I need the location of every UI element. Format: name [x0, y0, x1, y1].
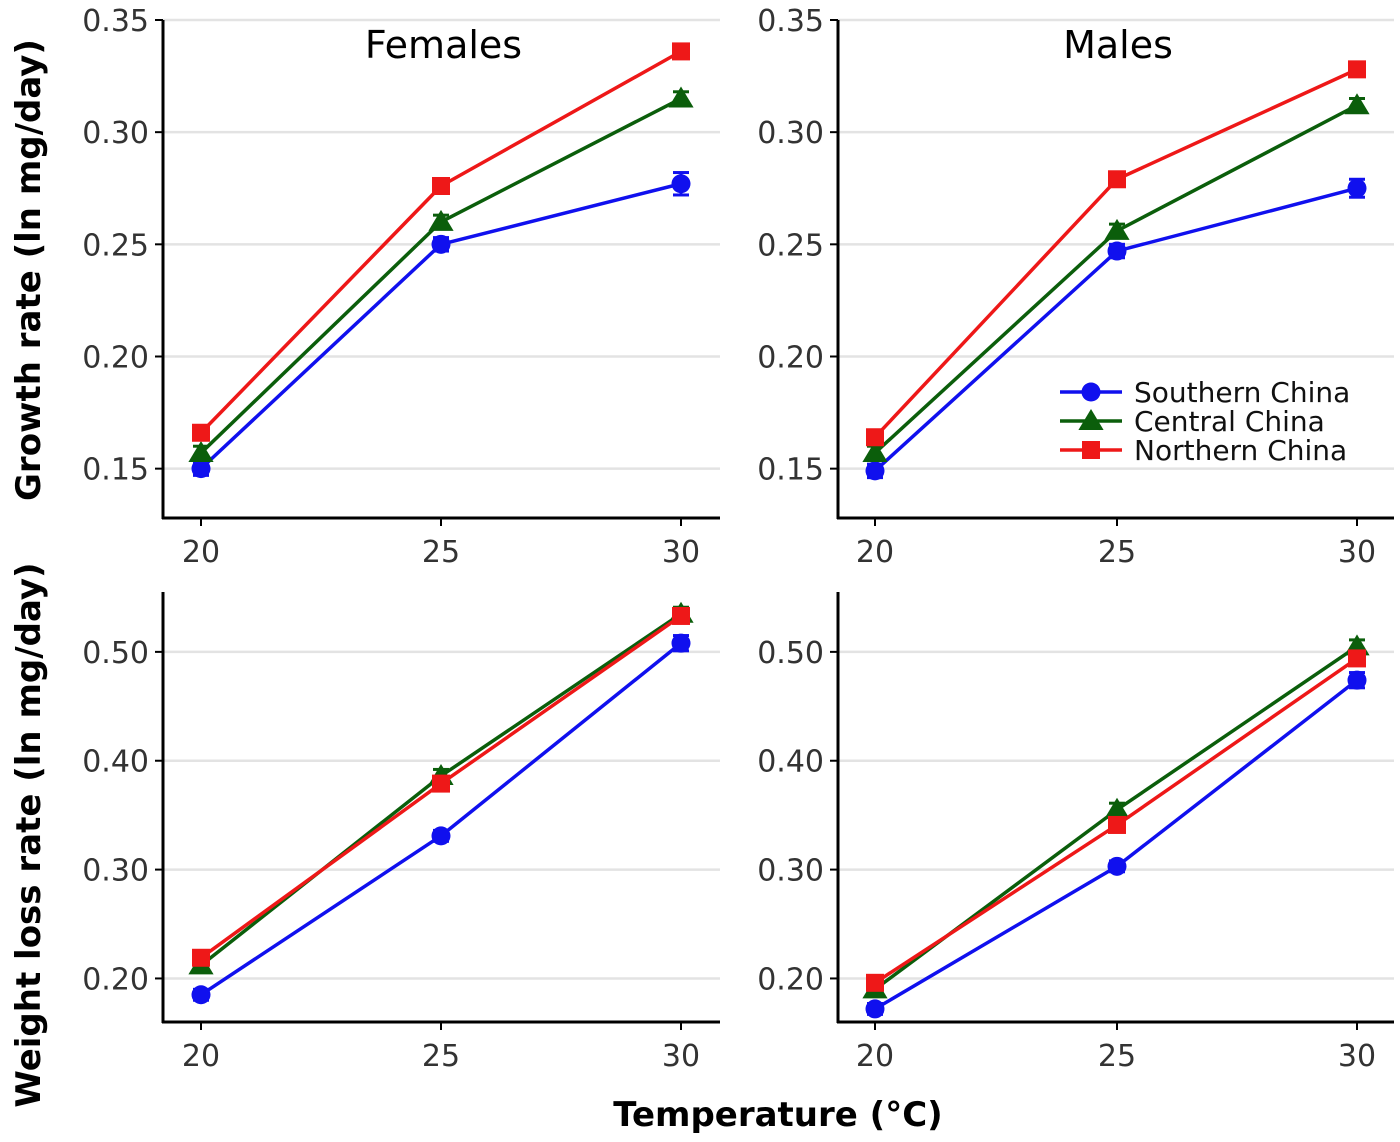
- y-tick-label: 0.35: [82, 4, 149, 39]
- y-axis-title-top: Growth rate (ln mg/day): [9, 39, 49, 501]
- data-point: [668, 86, 694, 108]
- y-tick-label: 0.20: [82, 962, 149, 997]
- series-southern-china: [865, 177, 1367, 481]
- y-tick-label: 0.30: [757, 854, 824, 889]
- data-point: [671, 174, 691, 194]
- series-northern-china: [866, 60, 1366, 447]
- y-tick-label: 0.40: [82, 745, 149, 780]
- data-point: [672, 606, 690, 625]
- panels-layer: 0.15 0.20 0.25 0.30 0.35 20 25 30 Females 0.15 0.2…: [82, 4, 1394, 1074]
- data-point: [866, 428, 884, 447]
- legend-item: Central China: [1060, 405, 1325, 438]
- y-tick-label: 0.20: [757, 340, 824, 375]
- x-tick-label: 25: [422, 535, 460, 570]
- y-tick-label: 0.30: [82, 116, 149, 151]
- panel-weightloss-females: 0.20 0.30 0.40 0.50 20 25 30: [82, 592, 720, 1074]
- data-point: [865, 461, 885, 481]
- panel-title: Females: [365, 23, 522, 67]
- y-tick-label: 0.50: [757, 636, 824, 671]
- series-southern-china: [865, 670, 1367, 1019]
- x-tick-label: 30: [662, 1039, 700, 1074]
- series-southern-china: [191, 171, 691, 479]
- x-tick-label: 30: [1338, 1039, 1376, 1074]
- x-tick-label: 20: [856, 535, 894, 570]
- panel-title: Males: [1063, 23, 1173, 67]
- data-point: [1108, 815, 1126, 834]
- data-point: [1107, 241, 1127, 261]
- y-tick-label: 0.15: [757, 453, 824, 488]
- data-point: [192, 948, 210, 967]
- y-tick-label: 0.35: [757, 4, 824, 39]
- panel-growth-males: 0.15 0.20 0.25 0.30 0.35 20 25 30 Males: [757, 4, 1394, 570]
- x-tick-label: 30: [662, 535, 700, 570]
- data-point: [1347, 670, 1367, 690]
- series-southern-china: [191, 633, 691, 1005]
- series-northern-china: [866, 649, 1366, 992]
- data-point: [1107, 856, 1127, 876]
- data-point: [865, 999, 885, 1019]
- y-tick-label: 0.30: [757, 116, 824, 151]
- data-point: [1347, 178, 1367, 198]
- data-point: [1104, 218, 1130, 240]
- series-central-china: [862, 93, 1370, 462]
- y-tick-label: 0.25: [757, 228, 824, 263]
- data-point: [432, 177, 450, 195]
- data-point: [192, 423, 210, 442]
- series-line: [874, 678, 1359, 1011]
- series-central-china: [188, 86, 694, 462]
- legend-label: Southern China: [1134, 376, 1350, 409]
- data-point: [431, 826, 451, 846]
- series-northern-china: [192, 42, 690, 442]
- data-point: [671, 633, 691, 653]
- x-tick-label: 20: [182, 535, 220, 570]
- x-tick-label: 25: [1098, 535, 1136, 570]
- series-line: [200, 641, 683, 997]
- data-point: [1348, 60, 1366, 79]
- y-axis-title-bottom: Weight loss rate (ln mg/day): [9, 562, 49, 1107]
- y-tick-label: 0.30: [82, 854, 149, 889]
- legend-label: Northern China: [1134, 434, 1347, 467]
- y-tick-label: 0.15: [82, 453, 149, 488]
- panel-weightloss-males: 0.20 0.30 0.40 0.50 20 25 30: [757, 592, 1394, 1074]
- series-northern-china: [192, 606, 690, 967]
- data-point: [191, 459, 211, 479]
- y-tick-label: 0.25: [82, 228, 149, 263]
- data-point: [432, 774, 450, 793]
- data-point: [1344, 93, 1370, 115]
- data-point: [428, 209, 454, 231]
- legend-key-marker: [1078, 409, 1104, 430]
- legend-key-marker: [1081, 382, 1101, 402]
- x-tick-label: 20: [856, 1039, 894, 1074]
- data-point: [1348, 649, 1366, 668]
- data-point: [866, 973, 884, 992]
- data-point: [1108, 170, 1126, 189]
- y-tick-label: 0.20: [82, 340, 149, 375]
- data-point: [862, 440, 888, 462]
- x-tick-label: 20: [182, 1039, 220, 1074]
- data-point: [1104, 797, 1130, 819]
- data-point: [188, 440, 214, 462]
- y-tick-label: 0.20: [757, 962, 824, 997]
- legend-key-marker: [1082, 441, 1100, 459]
- x-tick-label: 25: [1098, 1039, 1136, 1074]
- legend-label: Central China: [1134, 405, 1325, 438]
- legend-item: Southern China: [1060, 376, 1350, 409]
- x-tick-label: 30: [1338, 535, 1376, 570]
- panel-growth-females: 0.15 0.20 0.25 0.30 0.35 20 25 30 Females: [82, 4, 720, 570]
- x-tick-label: 25: [422, 1039, 460, 1074]
- data-point: [191, 985, 211, 1005]
- data-point: [672, 42, 690, 61]
- y-tick-label: 0.40: [757, 745, 824, 780]
- legend-item: Northern China: [1060, 434, 1347, 467]
- x-axis-title: Temperature (°C): [613, 1095, 942, 1135]
- y-tick-label: 0.50: [82, 636, 149, 671]
- data-point: [431, 234, 451, 254]
